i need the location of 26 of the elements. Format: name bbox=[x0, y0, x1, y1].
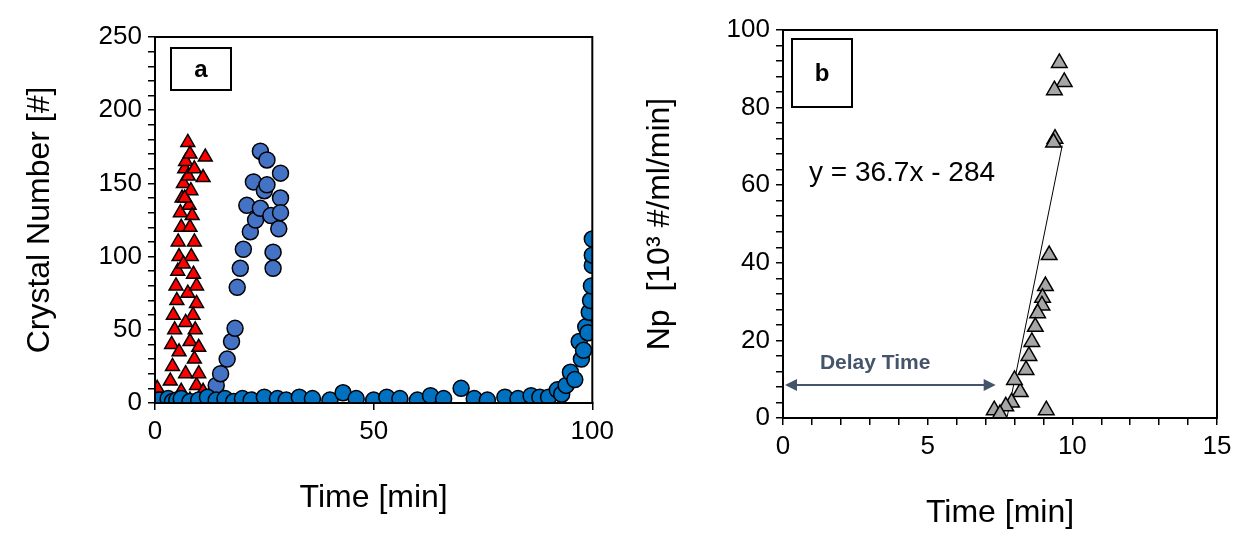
y-tick-label: 20 bbox=[741, 323, 770, 354]
x-tick-label: 50 bbox=[359, 414, 389, 445]
y-tick-label: 100 bbox=[726, 13, 770, 44]
x-axis-title: Time [min] bbox=[925, 492, 1075, 529]
y-tick-label: 80 bbox=[741, 90, 770, 121]
annotation: b bbox=[791, 38, 853, 108]
x-axis-title: Time [min] bbox=[299, 477, 448, 514]
annotation: a bbox=[170, 47, 232, 91]
y-tick-label: 200 bbox=[98, 93, 142, 124]
y-tick-label: 0 bbox=[127, 386, 142, 417]
y-tick-label: 250 bbox=[98, 20, 142, 51]
annotation: Delay Time bbox=[819, 350, 931, 374]
y-tick-label: 150 bbox=[98, 166, 142, 197]
y-axis-title: Np [10³ #/ml/min] bbox=[640, 97, 677, 351]
y-tick-label: 40 bbox=[741, 245, 770, 276]
x-tick-label: 0 bbox=[775, 429, 791, 460]
x-tick-label: 0 bbox=[147, 414, 163, 445]
y-axis-title: Crystal Number [#] bbox=[20, 86, 57, 354]
x-tick-label: 15 bbox=[1202, 429, 1232, 460]
annotation: y = 36.7x - 284 bbox=[809, 156, 996, 188]
y-tick-label: 50 bbox=[113, 312, 142, 343]
x-tick-label: 100 bbox=[570, 414, 615, 445]
x-tick-label: 10 bbox=[1057, 429, 1087, 460]
x-tick-label: 5 bbox=[920, 429, 935, 460]
y-tick-label: 60 bbox=[741, 168, 770, 199]
y-tick-label: 100 bbox=[98, 239, 142, 270]
